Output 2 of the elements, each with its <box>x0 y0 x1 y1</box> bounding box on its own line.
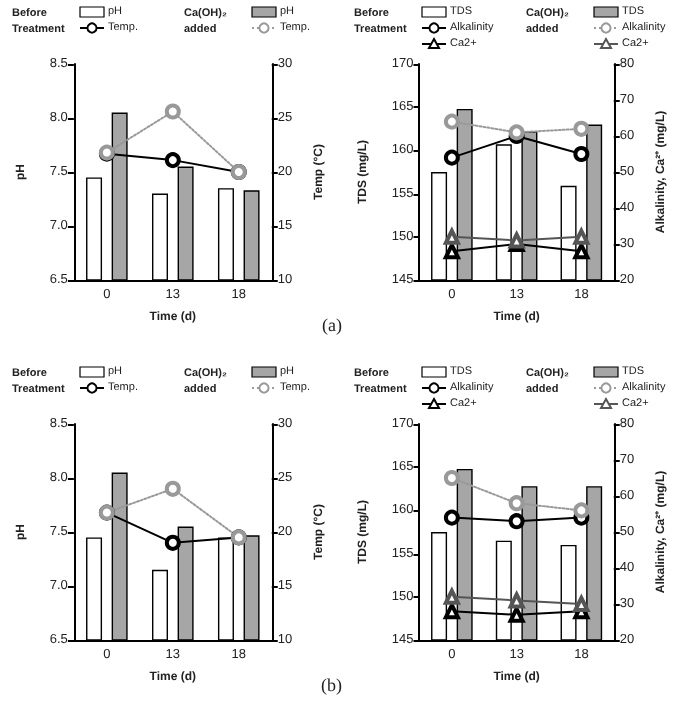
text: (b) <box>321 675 343 695</box>
text: (a) <box>322 315 343 335</box>
